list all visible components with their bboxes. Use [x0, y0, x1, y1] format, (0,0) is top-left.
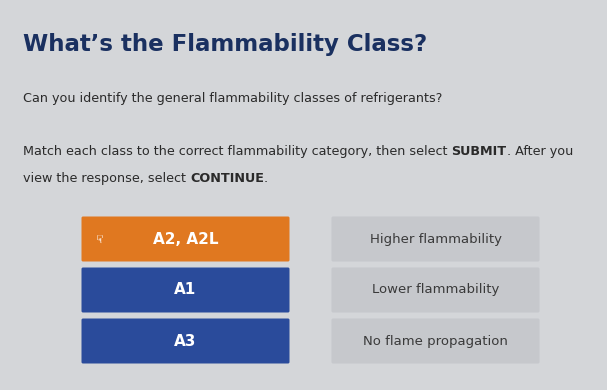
Text: Match each class to the correct flammability category, then select: Match each class to the correct flammabi…: [23, 145, 452, 158]
Text: A2, A2L: A2, A2L: [153, 232, 219, 246]
Text: What’s the Flammability Class?: What’s the Flammability Class?: [23, 33, 427, 56]
FancyBboxPatch shape: [331, 319, 540, 363]
FancyBboxPatch shape: [331, 216, 540, 262]
FancyBboxPatch shape: [331, 268, 540, 312]
Text: . After you: . After you: [507, 145, 573, 158]
Text: SUBMIT: SUBMIT: [452, 145, 507, 158]
Text: A3: A3: [174, 333, 197, 349]
FancyBboxPatch shape: [81, 319, 290, 363]
Text: .: .: [264, 172, 268, 185]
Text: ☞: ☞: [92, 234, 102, 244]
FancyBboxPatch shape: [81, 268, 290, 312]
Text: Higher flammability: Higher flammability: [370, 232, 501, 245]
Text: CONTINUE: CONTINUE: [190, 172, 264, 185]
Text: Lower flammability: Lower flammability: [372, 284, 499, 296]
Text: view the response, select: view the response, select: [23, 172, 190, 185]
Text: No flame propagation: No flame propagation: [363, 335, 508, 347]
Text: Can you identify the general flammability classes of refrigerants?: Can you identify the general flammabilit…: [23, 92, 443, 105]
FancyBboxPatch shape: [81, 216, 290, 262]
Text: A1: A1: [174, 282, 197, 298]
